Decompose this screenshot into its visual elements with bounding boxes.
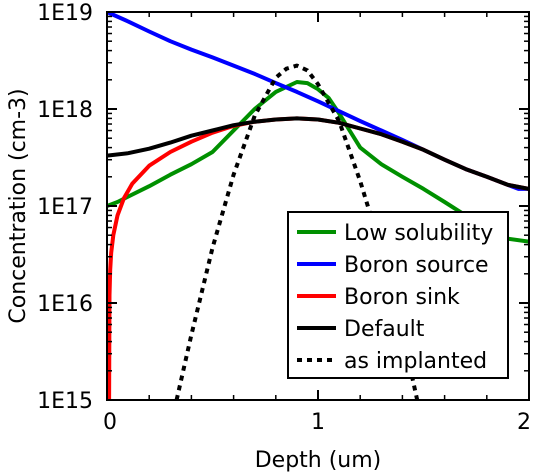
y-tick-label: 1E16 <box>37 292 93 317</box>
legend-label-2: Boron sink <box>344 285 460 310</box>
y-tick-label: 1E18 <box>37 98 93 123</box>
x-tick-label: 2 <box>517 410 531 435</box>
y-axis: 1E15 1E16 1E17 1E18 1E19 <box>37 1 529 414</box>
legend-label-4: as implanted <box>344 349 487 374</box>
y-tick-label: 1E17 <box>37 195 93 220</box>
series-line-4 <box>174 63 420 400</box>
y-tick-label: 1E15 <box>37 389 93 414</box>
x-axis: 0 1 2 <box>103 12 531 435</box>
legend: Low solubility Boron source Boron sink Defa… <box>287 211 509 379</box>
legend-label-3: Default <box>344 317 425 342</box>
x-tick-label: 1 <box>311 410 325 435</box>
series-layer <box>107 12 529 400</box>
legend-label-0: Low solubility <box>344 221 493 246</box>
x-axis-title: Depth (um) <box>255 448 382 473</box>
series-line-0 <box>107 80 529 244</box>
series-line-3 <box>107 116 529 191</box>
y-tick-label: 1E19 <box>37 1 93 26</box>
y-axis-title: Concentration (cm-3) <box>6 88 31 323</box>
x-tick-label: 0 <box>103 410 117 435</box>
legend-label-1: Boron source <box>344 253 489 278</box>
